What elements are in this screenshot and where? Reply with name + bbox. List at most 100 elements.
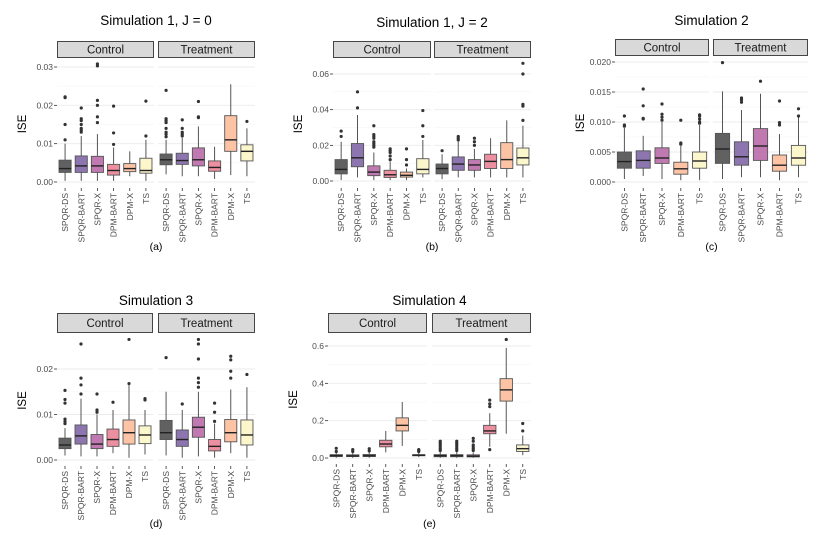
x-tick-label: TS xyxy=(695,193,705,204)
outlier-point xyxy=(720,61,725,65)
box-spqr-ds: SPQR-DS xyxy=(58,95,72,232)
outlier-point xyxy=(196,337,201,342)
panel-title: Simulation 1, J = 2 xyxy=(376,15,487,30)
outlier-point xyxy=(456,134,460,139)
outlier-point xyxy=(95,120,100,125)
outlier-point xyxy=(367,449,371,453)
x-tick-label: TS xyxy=(242,193,252,204)
x-tick-label: TS xyxy=(794,193,804,204)
outlier-point xyxy=(63,95,67,99)
box-dpm-x: DPM-X xyxy=(500,120,514,220)
outlier-point xyxy=(79,376,83,380)
panel-title: Simulation 4 xyxy=(392,293,467,308)
outlier-point xyxy=(95,103,100,107)
x-tick-label: SPQR-BART xyxy=(348,469,358,518)
box-dpm-bart: DPM-BART xyxy=(106,400,120,515)
y-tick-label: 0.00 xyxy=(36,177,53,187)
x-tick-label: SPQR-X xyxy=(92,193,102,226)
box-iqr xyxy=(74,155,88,173)
outlier-point xyxy=(180,126,184,130)
outlier-point xyxy=(355,90,360,94)
box-iqr xyxy=(90,434,104,450)
facet-strip xyxy=(57,313,153,333)
outlier-point xyxy=(472,143,477,147)
box-iqr xyxy=(350,143,365,168)
outlier-point xyxy=(641,87,645,91)
box-iqr xyxy=(790,144,807,166)
box-spqr-ds: SPQR-DS xyxy=(159,88,173,232)
box-spqr-ds: SPQR-DS xyxy=(433,439,447,508)
box-ts: TS xyxy=(240,119,254,204)
box-spqr-bart: SPQR-BART xyxy=(74,342,88,520)
outlier-point xyxy=(79,117,83,121)
outlier-point xyxy=(372,124,376,128)
x-tick-label: DPM-BART xyxy=(381,469,391,513)
outlier-point xyxy=(212,401,217,405)
box-spqr-bart: SPQR-BART xyxy=(175,402,189,520)
box-spqr-bart: SPQR-BART xyxy=(346,448,360,518)
facet-strip xyxy=(158,41,255,58)
outlier-point xyxy=(180,118,184,122)
x-tick-label: DPM-BART xyxy=(775,193,785,237)
x-tick-label: DPM-X xyxy=(226,193,236,221)
box-spqr-x: SPQR-X xyxy=(654,102,670,226)
outlier-point xyxy=(488,448,492,452)
panel-caption: (b) xyxy=(426,241,439,253)
x-tick-label: SPQR-X xyxy=(657,193,667,226)
outlier-point xyxy=(63,401,67,405)
outlier-point xyxy=(63,138,67,142)
box-ts: TS xyxy=(516,61,530,204)
outlier-point xyxy=(79,122,83,127)
box-spqr-bart: SPQR-BART xyxy=(175,118,189,242)
box-spqr-bart: SPQR-BART xyxy=(350,90,365,242)
y-axis-label: ISE xyxy=(575,113,587,132)
outlier-point xyxy=(164,88,168,92)
facet-label: Control xyxy=(87,45,124,57)
x-tick-label: SPQR-BART xyxy=(453,193,463,242)
outlier-point xyxy=(63,388,67,392)
x-tick-label: SPQR-X xyxy=(469,193,479,226)
panel-title: Simulation 3 xyxy=(119,293,193,308)
outlier-point xyxy=(777,123,782,127)
x-tick-label: DPM-X xyxy=(501,469,511,497)
panel-d: Simulation 3 (d) ISE 0.00 0.01 0.02 Control SPQ… xyxy=(17,293,255,530)
y-axis-label: ISE xyxy=(17,391,29,410)
outlier-point xyxy=(404,147,409,151)
box-dpm-bart: DPM-BART xyxy=(383,147,397,237)
facet-label: Control xyxy=(86,318,123,330)
box-iqr xyxy=(395,417,409,432)
facet-strip xyxy=(713,39,808,56)
outlier-point xyxy=(521,102,525,106)
y-axis-label: ISE xyxy=(17,114,29,133)
outlier-point xyxy=(144,99,148,103)
facet-control: Control SPQR-DS SPQR-BART SPQR-X DPM-BART DPM… xyxy=(328,313,427,518)
box-dpm-x: DPM-X xyxy=(224,84,238,221)
x-tick-label: DPM-X xyxy=(226,471,236,499)
outlier-point xyxy=(95,410,99,414)
outlier-point xyxy=(229,354,233,358)
box-ts: TS xyxy=(412,448,426,480)
x-tick-label: SPQR-BART xyxy=(638,193,648,242)
outlier-point xyxy=(245,372,249,377)
x-tick-label: SPQR-X xyxy=(468,469,478,502)
outlier-point xyxy=(212,419,217,423)
outlier-point xyxy=(196,99,201,104)
facet-strip xyxy=(434,41,531,58)
facet-label: Treatment xyxy=(181,318,234,330)
box-spqr-x: SPQR-X xyxy=(191,337,205,504)
x-tick-label: SPQR-DS xyxy=(161,471,171,510)
y-tick-label: 0.00 xyxy=(312,176,329,186)
outlier-point xyxy=(471,443,475,447)
box-iqr xyxy=(616,151,632,169)
panel-caption: (d) xyxy=(150,518,163,530)
y-tick-label: 0.0 xyxy=(312,453,324,463)
outlier-point xyxy=(339,134,343,139)
x-tick-label: DPM-BART xyxy=(210,471,220,515)
x-tick-label: TS xyxy=(518,193,528,204)
panel-title: Simulation 2 xyxy=(674,13,748,28)
outlier-point xyxy=(388,147,392,151)
outlier-point xyxy=(388,154,392,158)
y-tick-label: 0.000 xyxy=(590,177,612,187)
y-tick-label: 0.2 xyxy=(312,416,324,426)
box-spqr-x: SPQR-X xyxy=(367,124,381,226)
